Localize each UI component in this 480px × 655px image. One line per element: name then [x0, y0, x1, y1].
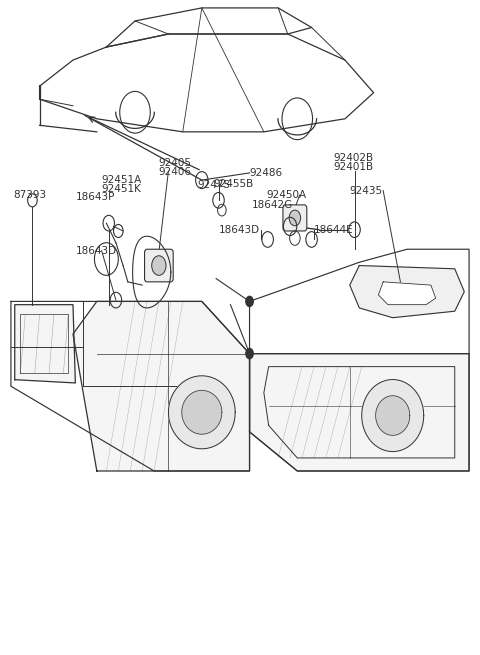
Polygon shape: [378, 282, 436, 305]
Text: 18644E: 18644E: [314, 225, 354, 234]
Polygon shape: [15, 305, 75, 383]
Text: 92435: 92435: [350, 185, 383, 196]
Polygon shape: [73, 301, 250, 471]
Text: 18643D: 18643D: [75, 246, 117, 255]
Text: 92406: 92406: [159, 167, 192, 178]
Text: 92486: 92486: [250, 168, 283, 178]
Polygon shape: [376, 396, 410, 436]
Text: 92450A: 92450A: [266, 190, 306, 200]
Circle shape: [246, 296, 253, 307]
Text: 92455B: 92455B: [214, 179, 254, 189]
Polygon shape: [350, 265, 464, 318]
Circle shape: [246, 348, 253, 359]
Text: 92405: 92405: [159, 158, 192, 168]
Polygon shape: [362, 379, 424, 451]
FancyBboxPatch shape: [144, 250, 173, 282]
Text: 92451K: 92451K: [102, 184, 142, 195]
Text: 18643P: 18643P: [75, 192, 115, 202]
Circle shape: [152, 255, 166, 275]
Circle shape: [289, 210, 300, 226]
Text: 92475: 92475: [197, 180, 230, 191]
Polygon shape: [182, 390, 222, 434]
Polygon shape: [168, 376, 235, 449]
Text: 92402B: 92402B: [333, 153, 373, 163]
Polygon shape: [250, 354, 469, 471]
Text: 87393: 87393: [13, 190, 47, 200]
FancyBboxPatch shape: [283, 205, 307, 231]
Text: 92451A: 92451A: [102, 175, 142, 185]
Text: 18642G: 18642G: [252, 200, 293, 210]
Text: 92401B: 92401B: [333, 162, 373, 172]
Text: 18643D: 18643D: [218, 225, 260, 234]
